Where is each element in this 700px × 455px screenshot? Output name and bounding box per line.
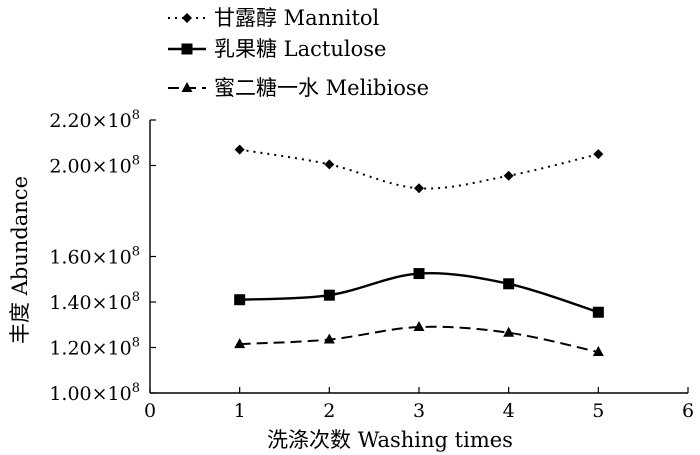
x-tick-label: 1 xyxy=(234,400,246,422)
data-point xyxy=(593,149,604,160)
data-point xyxy=(234,294,246,306)
data-point xyxy=(323,333,335,344)
y-tick-label: 2.00×108 xyxy=(49,154,140,178)
data-point xyxy=(592,306,604,318)
y-tick-label: 1.40×108 xyxy=(49,290,140,314)
legend-marker xyxy=(181,82,193,92)
series-square xyxy=(234,268,604,318)
x-tick-label: 6 xyxy=(682,400,694,422)
x-tick-label: 3 xyxy=(413,400,425,422)
legend-item: 甘露醇 Mannitol xyxy=(168,6,380,30)
data-point xyxy=(234,338,246,349)
y-tick-label: 1.00×108 xyxy=(49,381,140,405)
y-tick-label: 2.20×108 xyxy=(49,108,140,132)
data-point xyxy=(503,170,514,181)
legend-marker xyxy=(182,13,192,23)
y-tick-label: 1.20×108 xyxy=(49,336,140,360)
legend-marker xyxy=(181,43,193,55)
y-axis-label: 丰度 Abundance xyxy=(8,176,32,344)
data-point xyxy=(414,183,424,194)
legend-label: 乳果糖 Lactulose xyxy=(214,37,386,61)
data-point xyxy=(503,326,515,337)
legend-item: 蜜二糖一水 Melibiose xyxy=(168,76,429,100)
y-tick-label: 1.60×108 xyxy=(49,245,140,269)
x-tick-label: 5 xyxy=(592,400,604,422)
series-line xyxy=(239,148,599,190)
legend: 甘露醇 Mannitol 乳果糖 Lactulose 蜜二糖一水 Melibiose xyxy=(168,6,429,100)
series-diamond xyxy=(234,144,604,194)
data-point xyxy=(324,159,335,170)
data-point xyxy=(323,289,335,301)
series-triangle xyxy=(234,321,604,357)
x-tick-label: 4 xyxy=(503,400,515,422)
data-point xyxy=(413,321,425,332)
legend-item: 乳果糖 Lactulose xyxy=(168,37,386,61)
x-axis-label: 洗涤次数 Washing times xyxy=(267,428,513,452)
data-point xyxy=(413,268,425,280)
legend-label: 蜜二糖一水 Melibiose xyxy=(214,76,429,100)
data-point xyxy=(234,144,245,155)
data-point xyxy=(592,346,604,357)
axes: 0 1 2 3 4 5 6 1.00×108 1.20×108 1.40×108 1.60×108 2… xyxy=(49,108,694,422)
x-tick-label: 0 xyxy=(144,400,156,422)
x-tick-label: 2 xyxy=(323,400,335,422)
series-group xyxy=(234,144,604,357)
legend-label: 甘露醇 Mannitol xyxy=(214,6,380,30)
data-point xyxy=(503,278,515,290)
